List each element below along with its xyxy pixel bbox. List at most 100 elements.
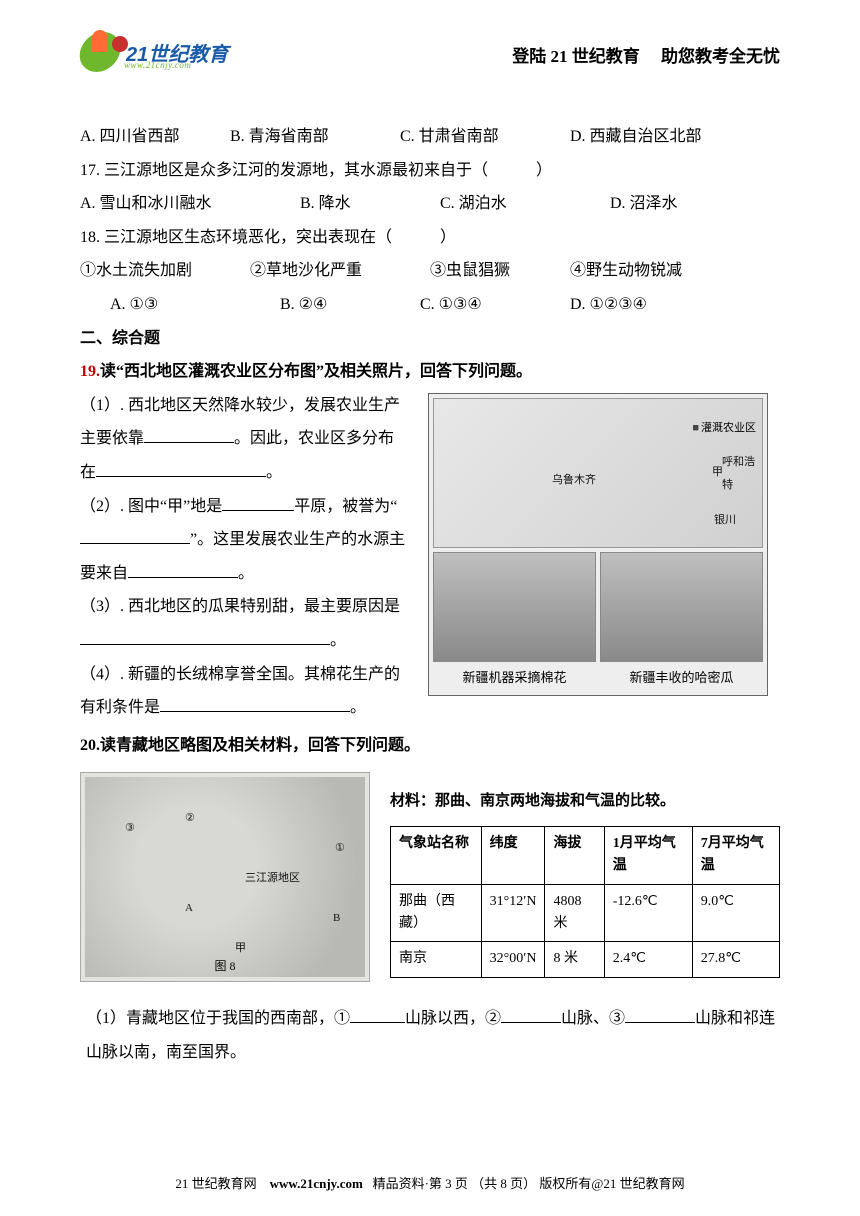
table-row: 那曲（西藏） 31°12′N 4808 米 -12.6℃ 9.0℃ (391, 884, 780, 942)
th-jul: 7月平均气温 (692, 826, 779, 884)
q16-opt-d: D. 西藏自治区北部 (570, 120, 740, 154)
q20-label-a: A (185, 897, 193, 920)
q20-p1a: （1）青藏地区位于我国的西南部，① (86, 1010, 350, 1027)
q20-p1b: 山脉以西，② (405, 1010, 501, 1027)
q19-photo-1: 新疆机器采摘棉花 (433, 552, 596, 691)
q20-figure-number: 图 8 (214, 954, 235, 979)
content-area: A. 四川省西部 B. 青海省南部 C. 甘肃省南部 D. 西藏自治区北部 17… (80, 120, 780, 1069)
q18-stem: 18. 三江源地区生态环境恶化，突出表现在（ ） (80, 221, 780, 255)
q20-p1c: 山脉、③ (561, 1010, 625, 1027)
q18-sym-3: ③虫鼠猖獗 (430, 254, 570, 288)
q19-blank-2 (96, 461, 266, 477)
q20-heading: 20.读青藏地区略图及相关材料，回答下列问题。 (80, 729, 780, 763)
cell-naqu-alt: 4808 米 (545, 884, 604, 942)
q20-p1: （1）青藏地区位于我国的西南部，①山脉以西，②山脉、③山脉和祁连山脉以南，南至国… (80, 1002, 780, 1069)
q17-options: A. 雪山和冰川融水 B. 降水 C. 湖泊水 D. 沼泽水 (80, 187, 780, 221)
q20-label-b: B (333, 907, 340, 930)
q20-figure: ………区怡天材料,回答下列 ① ② ③ 三江源地区 A B 甲 图 8 (80, 772, 370, 982)
q17-opt-b: B. 降水 (300, 187, 440, 221)
cell-nanjing-alt: 8 米 (545, 942, 604, 977)
q20-body: ………区怡天材料,回答下列 ① ② ③ 三江源地区 A B 甲 图 8 材料：那… (80, 772, 780, 982)
logo-url: www.21cnjy.com (124, 60, 191, 70)
q19-photo-2: 新疆丰收的哈密瓜 (600, 552, 763, 691)
header-right-2: 世纪教育 (572, 47, 640, 66)
q19-blank-7 (160, 696, 350, 712)
header-slogan: 登陆 21 世纪教育 助您教考全无忧 (512, 30, 780, 67)
cell-naqu-jul: 9.0℃ (692, 884, 779, 942)
table-row: 南京 32°00′N 8 米 2.4℃ 27.8℃ (391, 942, 780, 977)
q19-map: 灌溉农业区 乌鲁木齐 甲 呼和浩特 银川 (433, 398, 763, 548)
q18-sym-4: ④野生动物锐减 (570, 254, 730, 288)
q19-heading: 19.读“西北地区灌溉农业区分布图”及相关照片，回答下列问题。 (80, 355, 780, 389)
header-right-3: 助您教考全无忧 (661, 47, 780, 66)
q20-table-area: 材料：那曲、南京两地海拔和气温的比较。 气象站名称 纬度 海拔 1月平均气温 7… (390, 772, 780, 977)
q18-options: A. ①③ B. ②④ C. ①③④ D. ①②③④ (80, 288, 780, 322)
q20-label-3: ③ (125, 817, 135, 840)
q20-blank-2 (501, 1007, 561, 1023)
page-header: 21世纪教育 www.21cnjy.com 登陆 21 世纪教育 助您教考全无忧 (80, 30, 780, 80)
footer-brand: 21 世纪教育网 (175, 1176, 256, 1191)
footer-mid: 精品资料·第 3 页 （共 8 页） 版权所有@21 世纪教育网 (373, 1176, 685, 1191)
q20-table-title: 材料：那曲、南京两地海拔和气温的比较。 (390, 786, 780, 818)
q19-p2d: 。 (238, 565, 254, 582)
cell-naqu-lat: 31°12′N (481, 884, 545, 942)
cell-naqu-jan: -12.6℃ (604, 884, 692, 942)
q16-opt-c: C. 甘肃省南部 (400, 120, 570, 154)
q19-title-text: 读“西北地区灌溉农业区分布图”及相关照片，回答下列问题。 (100, 363, 532, 380)
q20-label-jia: 甲 (235, 937, 246, 960)
q18-opt-c: C. ①③④ (420, 288, 570, 322)
q18-opt-b: B. ②④ (280, 288, 420, 322)
q19-blank-5 (128, 562, 238, 578)
q20-title-text: 读青藏地区略图及相关材料，回答下列问题。 (100, 737, 420, 754)
table-header-row: 气象站名称 纬度 海拔 1月平均气温 7月平均气温 (391, 826, 780, 884)
q19-p3a: （3）. 西北地区的瓜果特别甜，最主要原因是 (80, 598, 400, 615)
q19-p2b: 平原，被誉为“ (294, 498, 397, 515)
footer-site: www.21cnjy.com (270, 1176, 363, 1191)
logo-figure-icon (92, 30, 108, 52)
q18-opt-a: A. ①③ (110, 288, 280, 322)
header-right-1: 登陆 (512, 47, 546, 66)
page-footer: 21 世纪教育网 www.21cnjy.com 精品资料·第 3 页 （共 8 … (0, 1173, 860, 1192)
site-logo: 21世纪教育 www.21cnjy.com (80, 30, 250, 80)
q19-p4: （4）. 新疆的长绒棉享誉全国。其棉花生产的有利条件是。 (80, 658, 410, 725)
q19-blank-1 (144, 427, 234, 443)
q19-photo-2-image (600, 552, 763, 662)
q19-p2: （2）. 图中“甲”地是平原，被誉为“”。这里发展农业生产的水源主要来自。 (80, 490, 410, 591)
q20-map: ① ② ③ 三江源地区 A B 甲 (85, 777, 365, 977)
q20-number: 20. (80, 737, 100, 754)
q20-data-table: 气象站名称 纬度 海拔 1月平均气温 7月平均气温 那曲（西藏） 31°12′N… (390, 826, 780, 978)
cell-nanjing-lat: 32°00′N (481, 942, 545, 977)
q19-number: 19. (80, 363, 100, 380)
q17-opt-c: C. 湖泊水 (440, 187, 610, 221)
q19-photo-1-caption: 新疆机器采摘棉花 (433, 664, 596, 691)
q16-opt-b: B. 青海省南部 (230, 120, 400, 154)
q19-blank-4 (80, 528, 190, 544)
q19-body: （1）. 西北地区天然降水较少，发展农业生产主要依靠。因此，农业区多分布在。 （… (80, 389, 780, 725)
q19-label-wulumuqi: 乌鲁木齐 (552, 469, 596, 492)
header-right-num: 21 (546, 47, 572, 66)
th-lat: 纬度 (481, 826, 545, 884)
q17-stem: 17. 三江源地区是众多江河的发源地，其水源最初来自于（ ） (80, 154, 780, 188)
q18-sym-1: ①水土流失加剧 (80, 254, 250, 288)
q19-p4b: 。 (350, 699, 366, 716)
cell-nanjing-jul: 27.8℃ (692, 942, 779, 977)
th-jan: 1月平均气温 (604, 826, 692, 884)
q19-photo-1-image (433, 552, 596, 662)
q18-statements: ①水土流失加剧 ②草地沙化严重 ③虫鼠猖獗 ④野生动物锐减 (80, 254, 780, 288)
th-alt: 海拔 (545, 826, 604, 884)
q20-label-sanjiangyuan: 三江源地区 (245, 867, 300, 890)
q19-p1: （1）. 西北地区天然降水较少，发展农业生产主要依靠。因此，农业区多分布在。 (80, 389, 410, 490)
cell-nanjing-name: 南京 (391, 942, 482, 977)
q19-figure-column: 灌溉农业区 乌鲁木齐 甲 呼和浩特 银川 新疆机器采摘棉花 新疆丰收的哈密瓜 (428, 389, 768, 725)
cell-nanjing-jan: 2.4℃ (604, 942, 692, 977)
q18-sym-2: ②草地沙化严重 (250, 254, 430, 288)
q20-blank-1 (350, 1007, 405, 1023)
q20-label-2: ② (185, 807, 195, 830)
q19-p1c: 。 (266, 464, 282, 481)
q18-opt-d: D. ①②③④ (570, 288, 710, 322)
q19-photo-2-caption: 新疆丰收的哈密瓜 (600, 664, 763, 691)
q19-p3b: 。 (330, 632, 346, 649)
q19-p2a: （2）. 图中“甲”地是 (80, 498, 222, 515)
q17-opt-a: A. 雪山和冰川融水 (80, 187, 300, 221)
q19-label-hohhot: 呼和浩特 (722, 451, 762, 497)
